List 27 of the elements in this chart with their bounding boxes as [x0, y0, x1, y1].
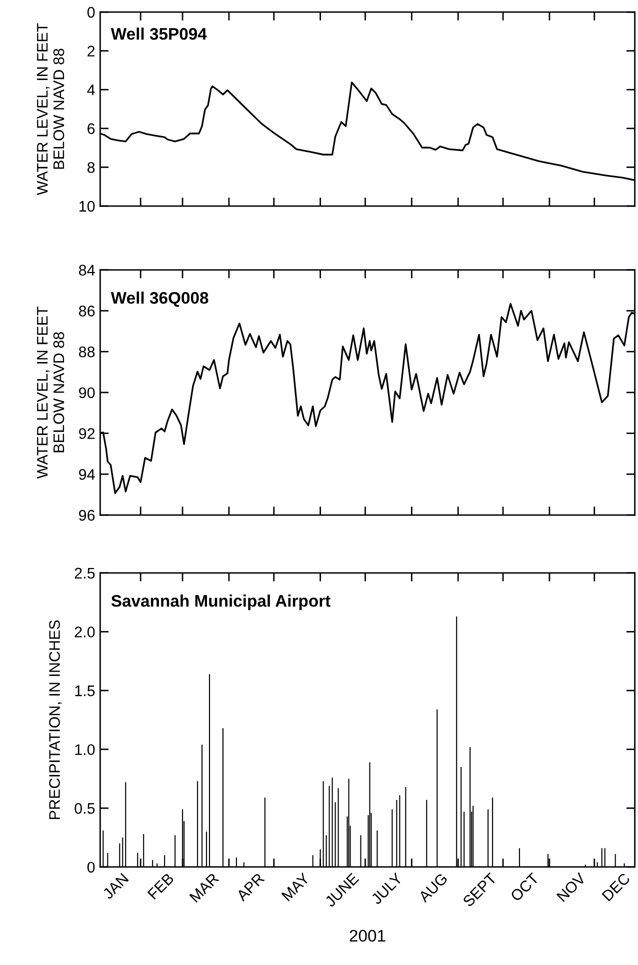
text: Well 35P094: [110, 28, 207, 40]
y-tick-label: 2.5: [74, 568, 95, 579]
y-tick-label: 8: [87, 162, 95, 173]
y-tick-label: 0.5: [74, 803, 95, 814]
y-tick-label: 0: [87, 862, 95, 873]
text: Well 36Q008: [110, 292, 208, 307]
y-axis-title: WATER LEVEL, IN FEET BELOW NAVD 88: [37, 23, 64, 196]
y-axis-title: WATER LEVEL, IN FEET BELOW NAVD 88: [37, 306, 64, 479]
x-axis-title: 2001: [350, 930, 386, 942]
y-tick-label: 96: [79, 510, 95, 521]
y-tick-label: 4: [87, 84, 95, 96]
y-tick-label: 84: [78, 264, 95, 276]
y-tick-label: 86: [78, 306, 95, 316]
y-tick-label: 1.0: [75, 744, 95, 756]
y-tick-label: 6: [88, 123, 95, 134]
y-tick-label: 10: [79, 200, 95, 212]
x-tick-label: FEB: [147, 872, 174, 900]
y-tick-label: 94: [79, 469, 95, 480]
y-tick-label: 2.0: [74, 626, 95, 638]
y-tick-label: 2: [88, 46, 95, 56]
text: Savannah Municipal Airport: [111, 594, 330, 610]
y-tick-label: 0: [87, 6, 95, 18]
y-tick-label: 1.5: [75, 686, 95, 696]
y-axis-title: PRECIPITATION, IN INCHES: [49, 620, 62, 819]
y-tick-label: 90: [79, 387, 95, 398]
y-tick-label: 92: [79, 428, 95, 440]
y-tick-label: 88: [78, 346, 95, 358]
